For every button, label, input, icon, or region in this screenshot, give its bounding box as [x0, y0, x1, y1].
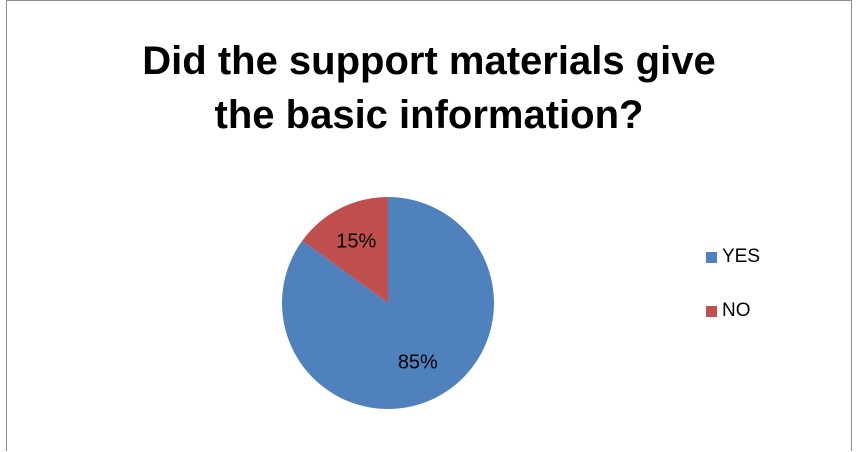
chart-title: Did the support materials give the basic…: [0, 34, 858, 142]
legend-swatch-yes: [706, 251, 717, 263]
legend-item-no: NO: [706, 298, 760, 324]
legend-label-no: NO: [722, 300, 751, 321]
pie-slice-no: [302, 197, 388, 303]
chart-title-line-1: Did the support materials give: [142, 39, 716, 83]
pie-slices: [282, 197, 495, 409]
pie-data-labels: 85% 15%: [336, 231, 438, 374]
data-label-no: 15%: [336, 231, 376, 253]
legend-item-yes: YES: [706, 244, 760, 270]
chart-title-line-2: the basic information?: [214, 93, 644, 137]
chart-legend: YES NO: [706, 244, 760, 352]
data-label-yes: 85%: [398, 352, 438, 374]
legend-label-yes: YES: [722, 246, 761, 267]
legend-swatch-no: [706, 305, 717, 317]
